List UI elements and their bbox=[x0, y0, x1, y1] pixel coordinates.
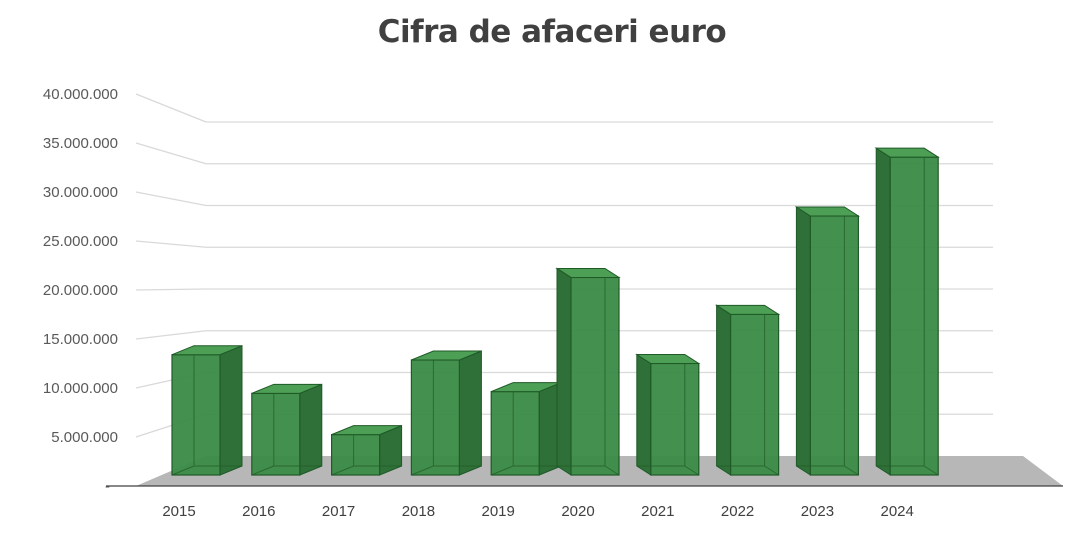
gridline bbox=[135, 240, 993, 248]
bar bbox=[490, 381, 562, 476]
x-tick-label: 2018 bbox=[402, 503, 435, 520]
y-tick-label: 30.000.000 bbox=[43, 184, 118, 201]
gridline bbox=[135, 191, 993, 207]
x-tick-label: 2020 bbox=[561, 503, 594, 520]
x-tick-label: 2017 bbox=[322, 503, 355, 520]
y-tick-label: 40.000.000 bbox=[43, 86, 118, 103]
x-tick-label: 2019 bbox=[482, 503, 515, 520]
gridline bbox=[135, 93, 993, 123]
bar bbox=[874, 147, 940, 476]
y-tick-label: 15.000.000 bbox=[43, 331, 118, 348]
x-tick-label: 2021 bbox=[641, 503, 674, 520]
y-tick-label: 20.000.000 bbox=[43, 282, 118, 299]
y-tick-label: 5.000.000 bbox=[51, 429, 118, 446]
x-tick-label: 2015 bbox=[162, 503, 195, 520]
x-tick-label: 2022 bbox=[721, 503, 754, 520]
y-tick-label: 35.000.000 bbox=[43, 135, 118, 152]
bar bbox=[410, 350, 482, 476]
bar bbox=[251, 383, 323, 476]
bar bbox=[635, 353, 701, 476]
x-tick-label: 2023 bbox=[801, 503, 834, 520]
gridline bbox=[135, 142, 993, 165]
bar bbox=[555, 267, 621, 476]
x-tick-label: 2016 bbox=[242, 503, 275, 520]
bar bbox=[794, 206, 861, 476]
bar bbox=[331, 424, 403, 476]
bar bbox=[171, 344, 243, 476]
chart-title: Cifra de afaceri euro bbox=[377, 14, 727, 50]
bar bbox=[714, 304, 781, 476]
x-tick-label: 2024 bbox=[881, 503, 914, 520]
y-tick-label: 10.000.000 bbox=[43, 380, 118, 397]
y-tick-label: - bbox=[105, 478, 110, 495]
y-tick-label: 25.000.000 bbox=[43, 233, 118, 250]
